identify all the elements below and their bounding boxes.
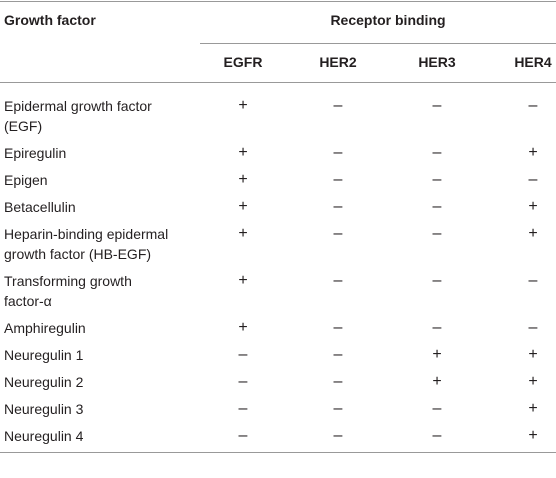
binding-cell: +	[238, 171, 248, 188]
binding-cell: –	[432, 400, 442, 417]
column-header: HER2	[286, 43, 390, 83]
binding-cell: +	[238, 198, 248, 215]
binding-cell: –	[333, 427, 343, 444]
factor-name: Heparin-binding epidermal growth factor …	[4, 226, 169, 262]
binding-cell: –	[432, 225, 442, 242]
binding-cell: +	[238, 144, 248, 161]
binding-cell: –	[333, 373, 343, 390]
column-header: EGFR	[200, 43, 286, 83]
binding-cell: –	[528, 171, 538, 188]
binding-cell: –	[432, 272, 442, 289]
factor-name: Epidermal growth factor (EGF)	[4, 98, 152, 134]
binding-cell: –	[528, 272, 538, 289]
table-row: Neuregulin 2 – – + +	[0, 369, 556, 396]
binding-cell: –	[432, 171, 442, 188]
binding-cell: –	[333, 198, 343, 215]
factor-name: Epiregulin	[4, 145, 67, 161]
binding-cell: –	[528, 319, 538, 336]
table-row: Heparin-binding epidermal growth factor …	[0, 221, 556, 268]
binding-cell: –	[238, 427, 248, 444]
binding-cell: +	[528, 427, 538, 444]
binding-cell: +	[528, 198, 538, 215]
factor-name: Amphiregulin	[4, 320, 86, 336]
binding-cell: –	[333, 319, 343, 336]
binding-cell: –	[528, 97, 538, 114]
binding-cell: +	[528, 346, 538, 363]
factor-name: Neuregulin 2	[4, 374, 84, 390]
table-row: Epidermal growth factor (EGF) + – – –	[0, 83, 556, 140]
binding-cell: –	[333, 346, 343, 363]
binding-cell: +	[238, 225, 248, 242]
binding-cell: +	[238, 97, 248, 114]
binding-cell: –	[333, 400, 343, 417]
binding-cell: –	[238, 373, 248, 390]
factor-name: Epigen	[4, 172, 48, 188]
binding-cell: –	[333, 144, 343, 161]
binding-cell: –	[333, 97, 343, 114]
table-row: Neuregulin 3 – – – +	[0, 396, 556, 423]
binding-cell: +	[238, 272, 248, 289]
table-row: Transforming growth factor-α + – – –	[0, 268, 556, 315]
binding-cell: +	[528, 225, 538, 242]
column-header: HER4	[484, 43, 556, 83]
binding-cell: –	[333, 171, 343, 188]
factor-name: Neuregulin 4	[4, 428, 84, 444]
binding-cell: +	[238, 319, 248, 336]
header-title: Growth factor	[4, 12, 96, 28]
binding-cell: +	[432, 346, 442, 363]
blank-header	[0, 43, 200, 83]
table-row: Epiregulin + – – +	[0, 140, 556, 167]
binding-cell: –	[432, 319, 442, 336]
binding-cell: –	[432, 144, 442, 161]
binding-cell: –	[432, 198, 442, 215]
binding-cell: +	[528, 144, 538, 161]
table-row: Neuregulin 4 – – – +	[0, 423, 556, 453]
factor-name: Transforming growth factor-α	[4, 273, 132, 309]
binding-cell: +	[528, 400, 538, 417]
factor-name: Betacellulin	[4, 199, 76, 215]
binding-cell: –	[432, 427, 442, 444]
binding-cell: –	[238, 400, 248, 417]
binding-cell: –	[333, 272, 343, 289]
table-row: Amphiregulin + – – –	[0, 315, 556, 342]
binding-cell: –	[238, 346, 248, 363]
table-row: Epigen + – – –	[0, 167, 556, 194]
binding-cell: +	[432, 373, 442, 390]
factor-name: Neuregulin 3	[4, 401, 84, 417]
binding-cell: +	[528, 373, 538, 390]
binding-table: Growth factor Receptor binding EGFR HER2 H…	[0, 1, 556, 453]
binding-cell: –	[333, 225, 343, 242]
column-header: HER3	[390, 43, 484, 83]
binding-cell: –	[432, 97, 442, 114]
group-header: Receptor binding	[200, 1, 556, 44]
factor-name: Neuregulin 1	[4, 347, 84, 363]
table-row: Betacellulin + – – +	[0, 194, 556, 221]
table-row: Neuregulin 1 – – + +	[0, 342, 556, 369]
